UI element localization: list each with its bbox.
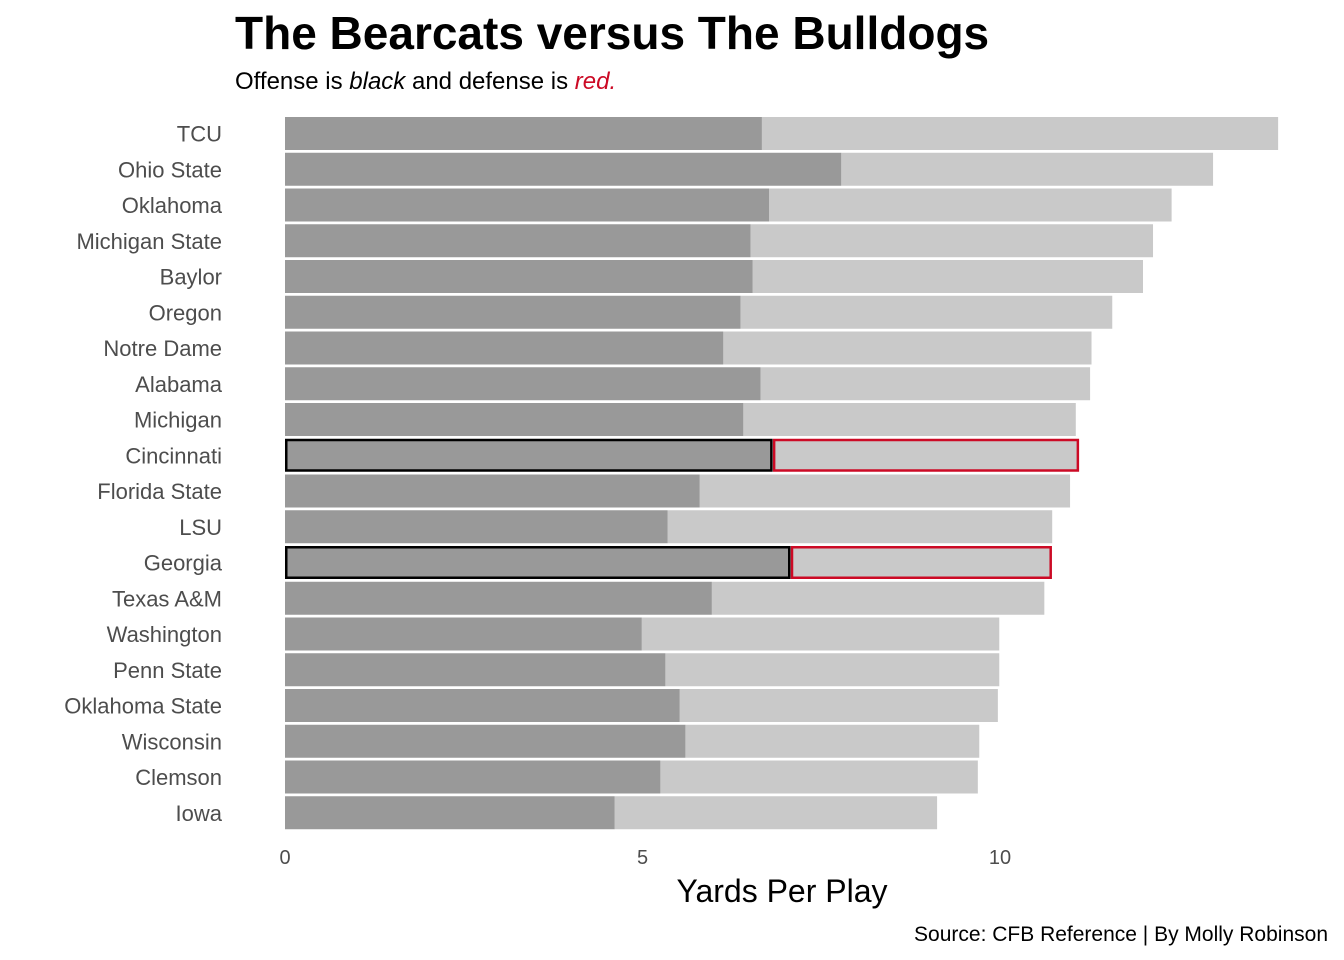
x-axis-ticks: 0 5 10 (279, 847, 1011, 869)
defense-bar-michigan-state (750, 224, 1154, 258)
defense-bar-baylor (752, 260, 1143, 293)
category-label-ohio-state: Ohio State (118, 157, 222, 182)
subtitle-part-2: black (349, 68, 406, 95)
defense-bar-florida-state (699, 474, 1071, 508)
category-label-alabama: Alabama (135, 372, 223, 397)
category-label-michigan: Michigan (134, 408, 222, 433)
defense-bar-oklahoma (769, 188, 1172, 222)
category-label-baylor: Baylor (160, 265, 222, 290)
subtitle-part-1: Offense is (235, 68, 350, 95)
offense-bar-oklahoma (285, 188, 770, 222)
defense-bar-oregon (740, 295, 1113, 329)
offense-bar-michigan-state (285, 224, 751, 258)
category-label-penn-state: Penn State (113, 658, 222, 683)
x-tick-label-0: 0 (279, 847, 290, 869)
category-label-clemson: Clemson (135, 765, 222, 790)
offense-bar-wisconsin (285, 724, 686, 758)
offense-bar-clemson (285, 760, 661, 794)
category-label-oklahoma: Oklahoma (122, 193, 223, 218)
offense-bar-tcu (285, 117, 762, 150)
chart-title: The Bearcats versus The Bulldogs (235, 7, 990, 59)
defense-bar-cincinnati (772, 438, 1080, 472)
chart-subtitle: Offense is black and defense is red. (235, 68, 616, 97)
defense-bar-washington (641, 617, 1000, 651)
category-label-tcu: TCU (177, 122, 222, 147)
offense-bar-ohio-state (285, 152, 842, 186)
category-label-michigan-state: Michigan State (76, 229, 222, 254)
offense-bar-cincinnati (285, 438, 773, 472)
offense-bar-georgia (285, 546, 791, 579)
offense-bar-notre-dame (285, 331, 724, 365)
category-labels: TCU Ohio State Oklahoma Michigan State Baylo… (64, 122, 223, 826)
defense-bar-alabama (760, 367, 1091, 401)
category-label-cincinnati: Cincinnati (125, 443, 222, 468)
defense-bar-wisconsin (685, 724, 980, 758)
offense-bar-penn-state (285, 653, 666, 687)
defense-bar-lsu (667, 510, 1053, 544)
offense-bar-washington (285, 617, 642, 651)
source-note: Source: CFB Reference | By Molly Robinso… (914, 923, 1328, 946)
offense-bar-iowa (285, 796, 615, 830)
category-label-wisconsin: Wisconsin (122, 729, 222, 754)
category-label-iowa: Iowa (176, 801, 223, 826)
category-label-washington: Washington (107, 622, 222, 647)
x-tick-label-10: 10 (989, 847, 1011, 869)
defense-bar-oklahoma-state (679, 689, 998, 722)
defense-bar-iowa (614, 796, 938, 830)
defense-bar-clemson (660, 760, 978, 794)
defense-bar-michigan (743, 403, 1076, 436)
defense-bar-texas-aandm (711, 581, 1045, 615)
category-label-oregon: Oregon (149, 300, 222, 325)
defense-bar-notre-dame (723, 331, 1092, 365)
category-label-texas-aandm: Texas A&M (112, 586, 222, 611)
x-axis-title: Yards Per Play (676, 873, 887, 909)
defense-bar-georgia (790, 546, 1052, 579)
offense-bar-florida-state (285, 474, 700, 508)
category-label-lsu: LSU (179, 515, 222, 540)
x-tick-label-5: 5 (637, 847, 648, 869)
category-label-oklahoma-state: Oklahoma State (64, 694, 222, 719)
offense-bar-lsu (285, 510, 668, 544)
category-label-notre-dame: Notre Dame (103, 336, 222, 361)
offense-bar-texas-aandm (285, 581, 712, 615)
offense-bar-baylor (285, 260, 753, 293)
category-label-georgia: Georgia (144, 551, 223, 576)
offense-bar-michigan (285, 403, 744, 436)
subtitle-part-3: and defense is (405, 68, 575, 95)
bars-layer (285, 117, 1279, 830)
defense-bar-penn-state (665, 653, 1000, 687)
category-label-florida-state: Florida State (97, 479, 222, 504)
defense-bar-tcu (761, 117, 1279, 150)
defense-bar-ohio-state (841, 152, 1214, 186)
offense-bar-oregon (285, 295, 741, 329)
offense-bar-oklahoma-state (285, 689, 680, 722)
subtitle-part-4: red. (574, 68, 617, 95)
offense-bar-alabama (285, 367, 761, 401)
